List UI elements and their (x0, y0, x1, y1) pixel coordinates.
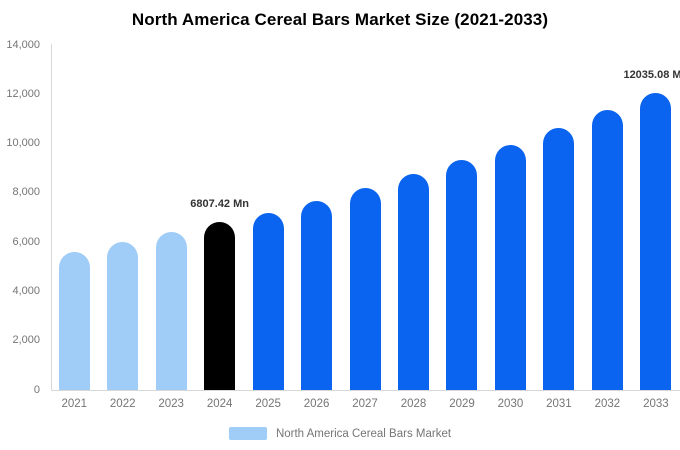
bar-2032[interactable] (591, 110, 623, 390)
y-tick-label: 4,000 (12, 284, 40, 297)
x-tick-label: 2024 (206, 398, 233, 410)
bar-2025[interactable] (252, 212, 284, 390)
legend-item[interactable]: North America Cereal Bars Market (0, 427, 680, 440)
y-tick-label: 8,000 (12, 186, 40, 199)
y-tick-label: 14,000 (6, 38, 40, 51)
bar-slot (535, 45, 583, 390)
y-tick-label: 6,000 (12, 235, 40, 248)
bar-slot (98, 45, 146, 390)
x-tick-label: 2029 (449, 398, 475, 410)
bar-slot (583, 45, 631, 390)
bar-slot (147, 45, 195, 390)
x-tick-label: 2023 (158, 398, 184, 410)
x-tick-label: 2031 (546, 398, 572, 410)
bar-2029[interactable] (446, 159, 478, 390)
bar-2028[interactable] (398, 174, 430, 390)
bar-2031[interactable] (543, 128, 575, 390)
bar-2027[interactable] (349, 187, 381, 390)
bar-value-label: 6807.42 Mn (190, 198, 249, 211)
x-tick-label: 2022 (109, 398, 136, 410)
bars-container: 6807.42 Mn 12035.08 Mn (50, 45, 680, 390)
y-tick-label: 12,000 (6, 87, 40, 100)
bar-slot: 6807.42 Mn (190, 45, 249, 390)
x-axis: 2021 2022 2023 2024 2025 2026 2027 2028 2029 2030… (50, 398, 680, 410)
bar-value-label: 12035.08 Mn (623, 69, 680, 82)
bar-slot (341, 45, 389, 390)
bar-2030[interactable] (494, 144, 526, 390)
bar-slot (438, 45, 486, 390)
x-tick-label: 2028 (400, 398, 427, 410)
y-tick-label: 2,000 (12, 334, 40, 347)
bar-slot (486, 45, 534, 390)
bar-slot (292, 45, 340, 390)
x-tick-label: 2027 (352, 398, 378, 410)
x-tick-label: 2033 (643, 398, 669, 410)
x-tick-label: 2026 (303, 398, 330, 410)
bar-2033[interactable] (640, 93, 672, 390)
x-tick-label: 2030 (497, 398, 524, 410)
bar-2022[interactable] (107, 242, 139, 390)
bar-2021[interactable] (58, 252, 90, 390)
x-axis-line (51, 390, 680, 391)
bar-slot (389, 45, 437, 390)
chart-title: North America Cereal Bars Market Size (2… (131, 10, 549, 29)
bar-slot: 12035.08 Mn (623, 45, 680, 390)
y-tick-label: 0 (33, 383, 40, 396)
bar-2024[interactable] (204, 222, 236, 390)
y-tick-label: 10,000 (6, 137, 40, 150)
x-tick-label: 2021 (61, 398, 88, 410)
legend-swatch (228, 427, 267, 440)
bar-2026[interactable] (301, 201, 333, 390)
bar-2023[interactable] (155, 232, 187, 390)
legend-label: North America Cereal Bars Market (275, 427, 452, 440)
bar-slot (50, 45, 98, 390)
x-tick-label: 2032 (594, 398, 621, 410)
x-tick-label: 2025 (255, 398, 281, 410)
y-axis-line (51, 44, 52, 390)
bar-slot (244, 45, 292, 390)
